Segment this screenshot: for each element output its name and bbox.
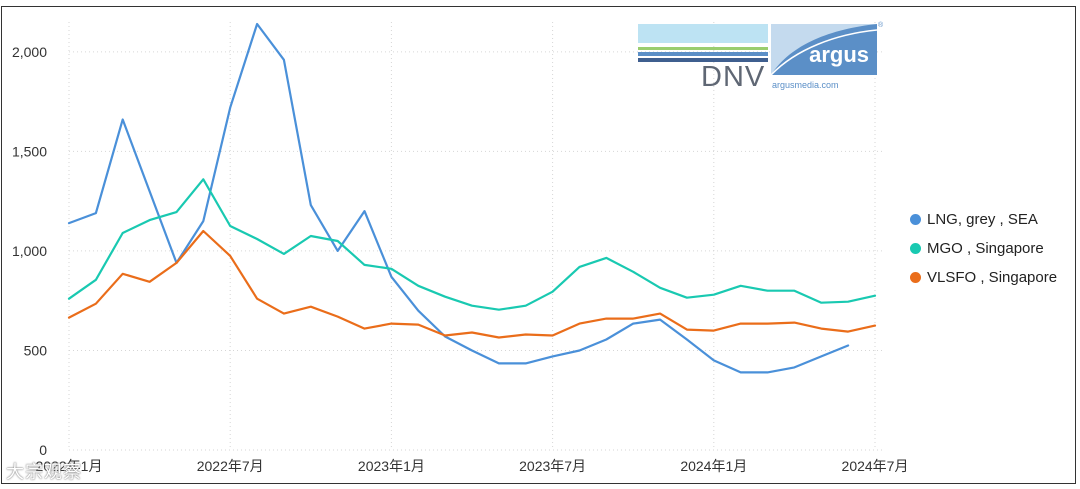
series-line-0: [67, 22, 850, 374]
logo-block: DNV argus ® argusmedia.com: [638, 22, 888, 96]
legend-item-mgo[interactable]: MGO , Singapore: [910, 234, 1057, 263]
y-axis: 0 500 1,000 1,500 2,000: [12, 44, 47, 458]
x-tick-label: 2024年7月: [842, 458, 909, 474]
x-tick-label: 2022年1月: [36, 458, 103, 474]
x-axis: 2022年1月 2022年7月 2023年1月 2023年7月 2024年1月 2024年…: [36, 458, 909, 474]
y-tick-label: 2,000: [12, 44, 47, 60]
registered-mark: ®: [878, 22, 884, 29]
series-line-2: [67, 229, 877, 339]
argus-logo-icon: argus: [771, 24, 877, 75]
legend-label-vlsfo: VLSFO , Singapore: [927, 269, 1058, 286]
legend-label-lng: LNG, grey , SEA: [927, 211, 1038, 228]
dnv-logo-text: DNV: [701, 61, 766, 93]
argus-logo-text: argus: [809, 42, 869, 67]
series-line-1: [67, 178, 877, 311]
x-tick-label: 2022年7月: [197, 458, 264, 474]
x-tick-label: 2023年1月: [358, 458, 425, 474]
x-tick-label: 2024年1月: [680, 458, 747, 474]
legend: LNG, grey , SEA MGO , Singapore VLSFO , …: [910, 205, 1057, 292]
legend-dot-mgo: [910, 243, 921, 254]
y-tick-label: 0: [39, 442, 47, 458]
legend-dot-vlsfo: [910, 272, 921, 283]
legend-item-vlsfo[interactable]: VLSFO , Singapore: [910, 263, 1057, 292]
x-tick-label: 2023年7月: [519, 458, 586, 474]
y-tick-label: 1,500: [12, 143, 47, 159]
argus-url: argusmedia.com: [772, 80, 839, 90]
dnv-logo-icon: [638, 24, 768, 62]
grid-lines: [68, 22, 885, 451]
y-tick-label: 1,000: [12, 243, 47, 259]
legend-label-mgo: MGO , Singapore: [927, 240, 1044, 257]
watermark: 大宗观察: [6, 462, 82, 482]
series-lines: [67, 22, 877, 374]
chart-frame: [1, 6, 1076, 484]
legend-item-lng[interactable]: LNG, grey , SEA: [910, 205, 1057, 234]
y-tick-label: 500: [24, 342, 48, 358]
legend-dot-lng: [910, 214, 921, 225]
